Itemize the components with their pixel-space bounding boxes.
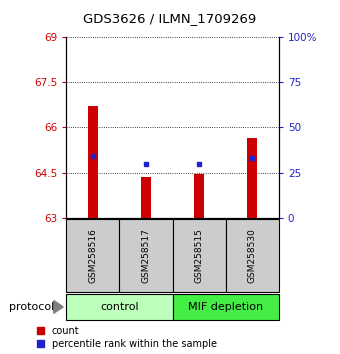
Text: GSM258517: GSM258517 bbox=[141, 228, 151, 283]
Polygon shape bbox=[54, 301, 63, 313]
Text: GSM258515: GSM258515 bbox=[194, 228, 204, 283]
Bar bbox=[173, 219, 226, 292]
Text: MIF depletion: MIF depletion bbox=[188, 302, 263, 312]
Text: GSM258530: GSM258530 bbox=[248, 228, 257, 283]
Bar bbox=[173, 294, 279, 320]
Text: protocol: protocol bbox=[8, 302, 54, 312]
Legend: count, percentile rank within the sample: count, percentile rank within the sample bbox=[37, 326, 217, 349]
Text: GSM258516: GSM258516 bbox=[88, 228, 97, 283]
Bar bbox=[248, 138, 257, 218]
Bar bbox=[141, 177, 151, 218]
Text: GDS3626 / ILMN_1709269: GDS3626 / ILMN_1709269 bbox=[83, 12, 257, 25]
Bar bbox=[66, 294, 173, 320]
Bar bbox=[226, 219, 279, 292]
Bar bbox=[119, 219, 173, 292]
Bar bbox=[194, 174, 204, 218]
Bar bbox=[66, 219, 119, 292]
Text: control: control bbox=[100, 302, 139, 312]
Bar bbox=[88, 106, 98, 218]
